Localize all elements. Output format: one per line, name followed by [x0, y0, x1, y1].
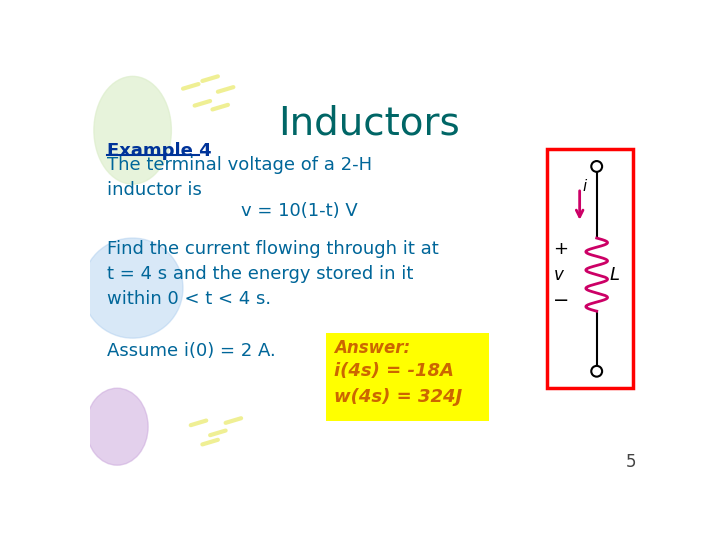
- Bar: [326, 333, 489, 421]
- Text: v: v: [554, 266, 563, 284]
- Text: L: L: [610, 266, 620, 284]
- Text: Find the current flowing through it at
t = 4 s and the energy stored in it
withi: Find the current flowing through it at t…: [107, 240, 438, 308]
- Circle shape: [82, 238, 183, 338]
- Text: The terminal voltage of a 2-H
inductor is: The terminal voltage of a 2-H inductor i…: [107, 156, 372, 199]
- Text: w(4s) = 324J: w(4s) = 324J: [334, 388, 462, 406]
- Ellipse shape: [86, 388, 148, 465]
- Text: i: i: [582, 179, 587, 194]
- Text: v = 10(1-t) V: v = 10(1-t) V: [241, 202, 358, 220]
- Text: i(4s) = -18A: i(4s) = -18A: [334, 362, 454, 380]
- Text: 5: 5: [626, 454, 636, 471]
- Ellipse shape: [94, 76, 171, 184]
- Circle shape: [591, 161, 602, 172]
- Text: +: +: [554, 240, 569, 258]
- Text: Answer:: Answer:: [334, 339, 410, 357]
- Text: Inductors: Inductors: [278, 105, 460, 143]
- Bar: [547, 150, 632, 388]
- Circle shape: [591, 366, 602, 377]
- Text: Assume i(0) = 2 A.: Assume i(0) = 2 A.: [107, 342, 276, 360]
- Text: −: −: [554, 291, 570, 309]
- Text: Example 4: Example 4: [107, 142, 212, 160]
